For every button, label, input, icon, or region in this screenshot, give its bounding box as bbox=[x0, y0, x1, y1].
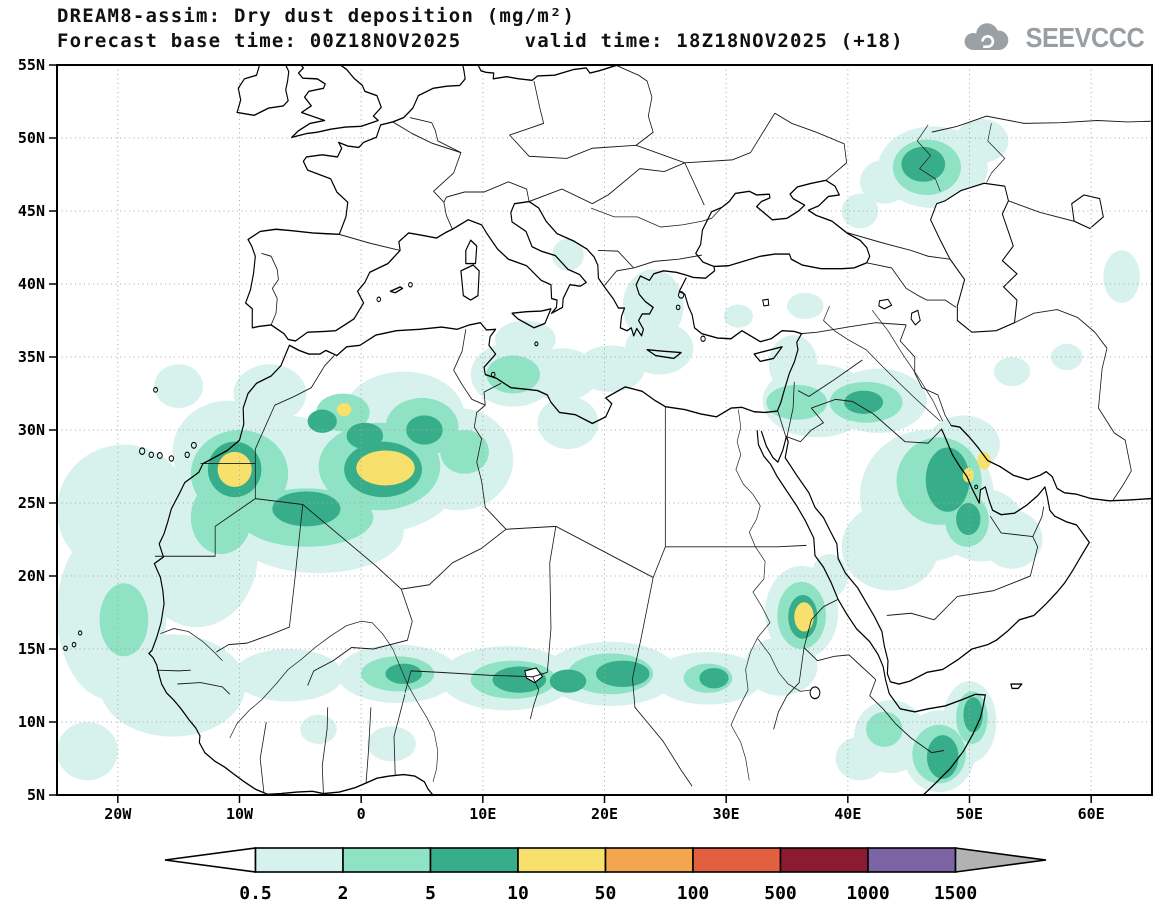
caspian-sea bbox=[930, 182, 1018, 333]
coast-baltic bbox=[477, 65, 619, 82]
lat-label: 30N bbox=[18, 421, 45, 439]
dust-layer-10-50 bbox=[217, 402, 991, 632]
coast-sicily bbox=[511, 308, 552, 329]
colorbar-segment bbox=[867, 847, 957, 873]
coast-cyprus bbox=[753, 346, 783, 363]
colorbar: 0.5 2 5 10 50 100 500 1000 1500 bbox=[164, 847, 1047, 904]
country-borders bbox=[154, 65, 1151, 794]
chart-title: DREAM8-assim: Dry dust deposition (mg/m²… bbox=[57, 5, 576, 27]
colorbar-labels: 0.5 2 5 10 50 100 500 1000 1500 bbox=[239, 883, 977, 904]
colorbar-left-arrow bbox=[164, 847, 257, 873]
tigris-river bbox=[871, 310, 944, 422]
lat-label: 40N bbox=[18, 275, 45, 293]
lon-label: 60E bbox=[1078, 805, 1105, 823]
coast-mallorca bbox=[389, 286, 404, 294]
euphrates-river bbox=[823, 305, 941, 422]
dust-shading-layers bbox=[57, 119, 1140, 793]
lon-label: 50E bbox=[956, 805, 983, 823]
lake-tana bbox=[809, 686, 821, 700]
coast-britain-west bbox=[291, 65, 326, 138]
senegal-river bbox=[160, 628, 223, 661]
coast-corsica bbox=[465, 239, 478, 265]
lat-label: 10N bbox=[18, 713, 45, 731]
coast-socotra bbox=[1010, 683, 1023, 690]
cloud-icon bbox=[964, 23, 1009, 50]
colorbar-label: 2 bbox=[338, 883, 349, 904]
colorbar-segment bbox=[604, 847, 694, 873]
colorbar-label: 0.5 bbox=[239, 883, 272, 904]
lat-label: 15N bbox=[18, 640, 45, 658]
lat-label: 45N bbox=[18, 202, 45, 220]
lat-label: 20N bbox=[18, 567, 45, 585]
colorbar-label: 1000 bbox=[846, 883, 889, 904]
coast-iran-mekran bbox=[950, 424, 1152, 502]
coastlines bbox=[63, 65, 1152, 795]
coast-redsea-west-somalia bbox=[756, 430, 986, 795]
lat-labels: 55N 50N 45N 40N 35N 30N 25N 20N 15N 10N … bbox=[18, 56, 45, 804]
lat-label: 50N bbox=[18, 129, 45, 147]
chart-subtitle: Forecast base time: 00Z18NOV2025 valid t… bbox=[57, 30, 904, 52]
lon-ticks bbox=[117, 795, 1092, 803]
lat-label: 25N bbox=[18, 494, 45, 512]
coast-north-africa-levant bbox=[288, 277, 803, 425]
coast-britain-east bbox=[291, 65, 382, 138]
colorbar-segment bbox=[342, 847, 432, 873]
colorbar-segment bbox=[254, 847, 344, 873]
logo-text: SEEVCCC bbox=[1025, 22, 1145, 53]
colorbar-label: 5 bbox=[425, 883, 436, 904]
rivers bbox=[160, 123, 1006, 782]
lake-van bbox=[878, 298, 893, 310]
coast-west-africa bbox=[148, 344, 434, 795]
coast-south-europe-blacksea bbox=[294, 179, 871, 342]
coast-crete bbox=[646, 349, 682, 360]
seevccc-logo: SEEVCCC bbox=[960, 20, 1151, 56]
colorbar-label: 1500 bbox=[934, 883, 977, 904]
lon-label: 20E bbox=[591, 805, 618, 823]
colorbar-segment bbox=[779, 847, 869, 873]
coast-arabia bbox=[760, 428, 1090, 685]
lat-label: 55N bbox=[18, 56, 45, 74]
lon-label: 40E bbox=[834, 805, 861, 823]
dust-layer-5-10 bbox=[207, 146, 983, 779]
aral-sea bbox=[1071, 194, 1104, 230]
danube-river bbox=[591, 207, 723, 228]
colorbar-label: 500 bbox=[764, 883, 797, 904]
nile-river bbox=[730, 409, 771, 781]
colorbar-right-arrow bbox=[954, 847, 1047, 873]
lon-label: 10E bbox=[469, 805, 496, 823]
colorbar-label: 100 bbox=[677, 883, 710, 904]
coast-ireland bbox=[236, 65, 290, 117]
small-islands bbox=[63, 281, 979, 652]
ural-river bbox=[986, 123, 1006, 183]
chart-titles: DREAM8-assim: Dry dust deposition (mg/m²… bbox=[57, 4, 904, 54]
lake-urmia bbox=[910, 309, 921, 326]
coast-sardinia bbox=[460, 264, 480, 301]
lon-label: 10W bbox=[226, 805, 254, 823]
colorbar-segment bbox=[517, 847, 607, 873]
colorbar-label: 50 bbox=[595, 883, 617, 904]
lake-tuz bbox=[762, 298, 770, 307]
lon-label: 30E bbox=[713, 805, 740, 823]
lat-ticks bbox=[49, 64, 57, 796]
lon-labels: 20W 10W 0 10E 20E 30E 40E 50E 60E bbox=[104, 805, 1104, 823]
lat-label: 35N bbox=[18, 348, 45, 366]
lon-label: 0 bbox=[357, 805, 366, 823]
colorbar-label: 10 bbox=[507, 883, 529, 904]
coast-atlantic-europe bbox=[245, 65, 466, 342]
niger-river bbox=[229, 620, 439, 782]
lat-label: 5N bbox=[27, 786, 45, 804]
colorbar-segment bbox=[692, 847, 782, 873]
blue-nile-river bbox=[757, 638, 812, 692]
lon-label: 20W bbox=[104, 805, 132, 823]
inland-seas bbox=[524, 182, 1104, 700]
graticule bbox=[57, 65, 1152, 795]
colorbar-segment bbox=[429, 847, 519, 873]
volga-river bbox=[916, 124, 941, 192]
